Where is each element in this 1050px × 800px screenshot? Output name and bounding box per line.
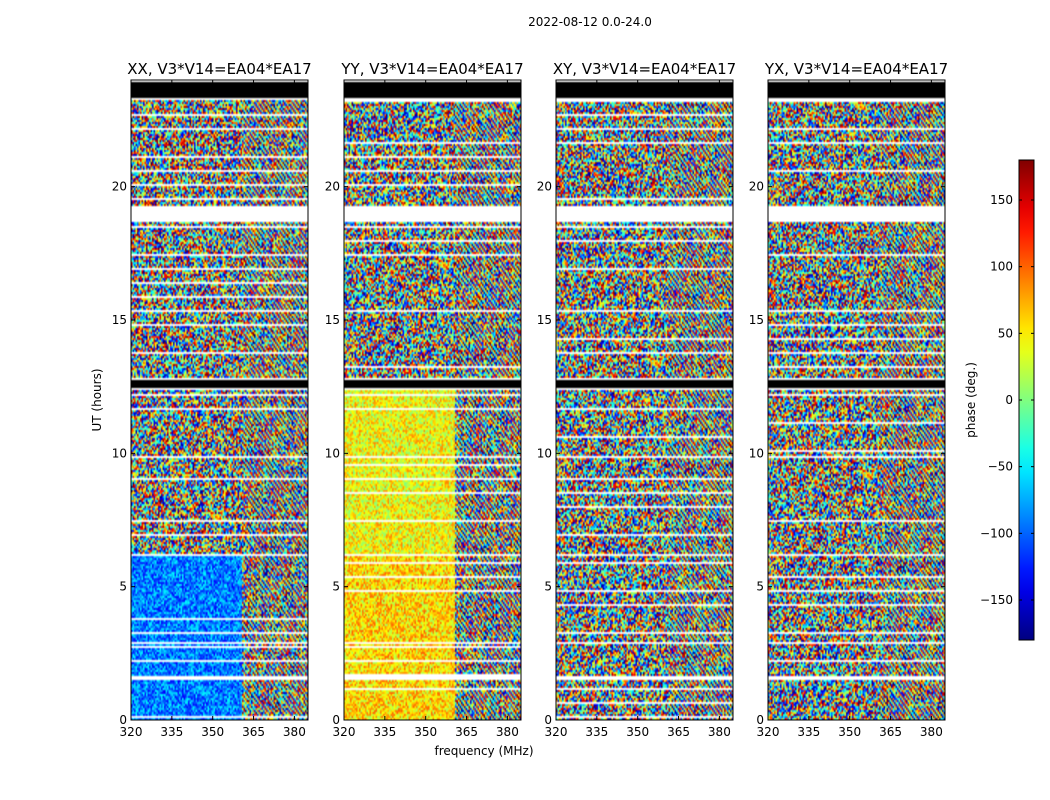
axes-frame-yy: [343, 79, 522, 721]
colorbar-tick-label: 0: [1005, 393, 1013, 407]
xtick-label: 380: [283, 725, 306, 739]
ytick-label: 20: [112, 180, 127, 194]
ytick-label: 0: [544, 713, 552, 727]
ytick-label: 0: [332, 713, 340, 727]
heatmap-xx: [131, 80, 308, 720]
xtick-label: 350: [414, 725, 437, 739]
panel-title-yx: YX, V3*V14=EA04*EA17: [764, 60, 948, 78]
xtick-label: 380: [920, 725, 943, 739]
colorbar-label: phase (deg.): [964, 362, 978, 438]
panel-title-yy: YY, V3*V14=EA04*EA17: [340, 60, 523, 78]
ytick-label: 20: [325, 180, 340, 194]
panel-yx: YX, V3*V14=EA04*EA17 320 335 350 365 380 0 5 10 1…: [749, 60, 948, 739]
xtick-label: 335: [160, 725, 183, 739]
ytick-label: 5: [332, 580, 340, 594]
ytick-label: 10: [537, 446, 552, 460]
xtick-label: 320: [120, 725, 143, 739]
panel-xx: XX, V3*V14=EA04*EA17 320 335 350 365 380 0 5 10 1…: [112, 60, 312, 739]
xtick-label: 350: [626, 725, 649, 739]
ytick-label: 10: [325, 446, 340, 460]
panel-yy: YY, V3*V14=EA04*EA17 320 335 350 365 380 0 5 10 1…: [325, 60, 524, 739]
ytick-label: 20: [537, 180, 552, 194]
axes-frame-xy: [555, 79, 734, 721]
xtick-label: 350: [838, 725, 861, 739]
xtick-label: 335: [373, 725, 396, 739]
heatmap-xy: [556, 80, 733, 720]
x-axis-label: frequency (MHz): [434, 744, 533, 758]
colorbar: 150 100 50 0 −50 −100 −150: [980, 159, 1035, 641]
ytick-label: 15: [537, 313, 552, 327]
panel-title-xy: XY, V3*V14=EA04*EA17: [553, 60, 736, 78]
panels: XX, V3*V14=EA04*EA17 320 335 350 365 380 0 5 10 1…: [112, 60, 948, 739]
xtick-label: 320: [545, 725, 568, 739]
ytick-label: 15: [749, 313, 764, 327]
xtick-label: 380: [708, 725, 731, 739]
xtick-label: 320: [757, 725, 780, 739]
ytick-label: 5: [119, 580, 127, 594]
ytick-label: 0: [756, 713, 764, 727]
ytick-label: 15: [325, 313, 340, 327]
colorbar-tick-label: −50: [988, 460, 1013, 474]
xtick-label: 350: [201, 725, 224, 739]
panel-xy: XY, V3*V14=EA04*EA17 320 335 350 365 380 0 5 10 1…: [537, 60, 736, 739]
colorbar-tick-label: 50: [998, 326, 1013, 340]
colorbar-tick-label: 150: [990, 193, 1013, 207]
heatmap-yy: [344, 80, 521, 720]
ytick-label: 15: [112, 313, 127, 327]
colorbar-tick-label: 100: [990, 260, 1013, 274]
xtick-label: 320: [333, 725, 356, 739]
ytick-label: 10: [112, 446, 127, 460]
ytick-label: 10: [749, 446, 764, 460]
ytick-label: 20: [749, 180, 764, 194]
ytick-label: 5: [544, 580, 552, 594]
panel-title-xx: XX, V3*V14=EA04*EA17: [127, 60, 311, 78]
ytick-label: 5: [756, 580, 764, 594]
colorbar-tick-label: −100: [980, 526, 1013, 540]
colorbar-tick-label: −150: [980, 593, 1013, 607]
xtick-label: 365: [879, 725, 902, 739]
ytick-label: 0: [119, 713, 127, 727]
xtick-label: 380: [496, 725, 519, 739]
heatmap-yx: [768, 80, 945, 720]
xtick-label: 365: [242, 725, 265, 739]
xtick-label: 335: [585, 725, 608, 739]
xtick-label: 365: [455, 725, 478, 739]
axes-frame-xx: [130, 79, 309, 721]
xtick-label: 335: [797, 725, 820, 739]
figure-title: 2022-08-12 0.0-24.0: [528, 15, 652, 29]
axes-frame-yx: [767, 79, 946, 721]
y-axis-label: UT (hours): [90, 368, 104, 431]
xtick-label: 365: [667, 725, 690, 739]
